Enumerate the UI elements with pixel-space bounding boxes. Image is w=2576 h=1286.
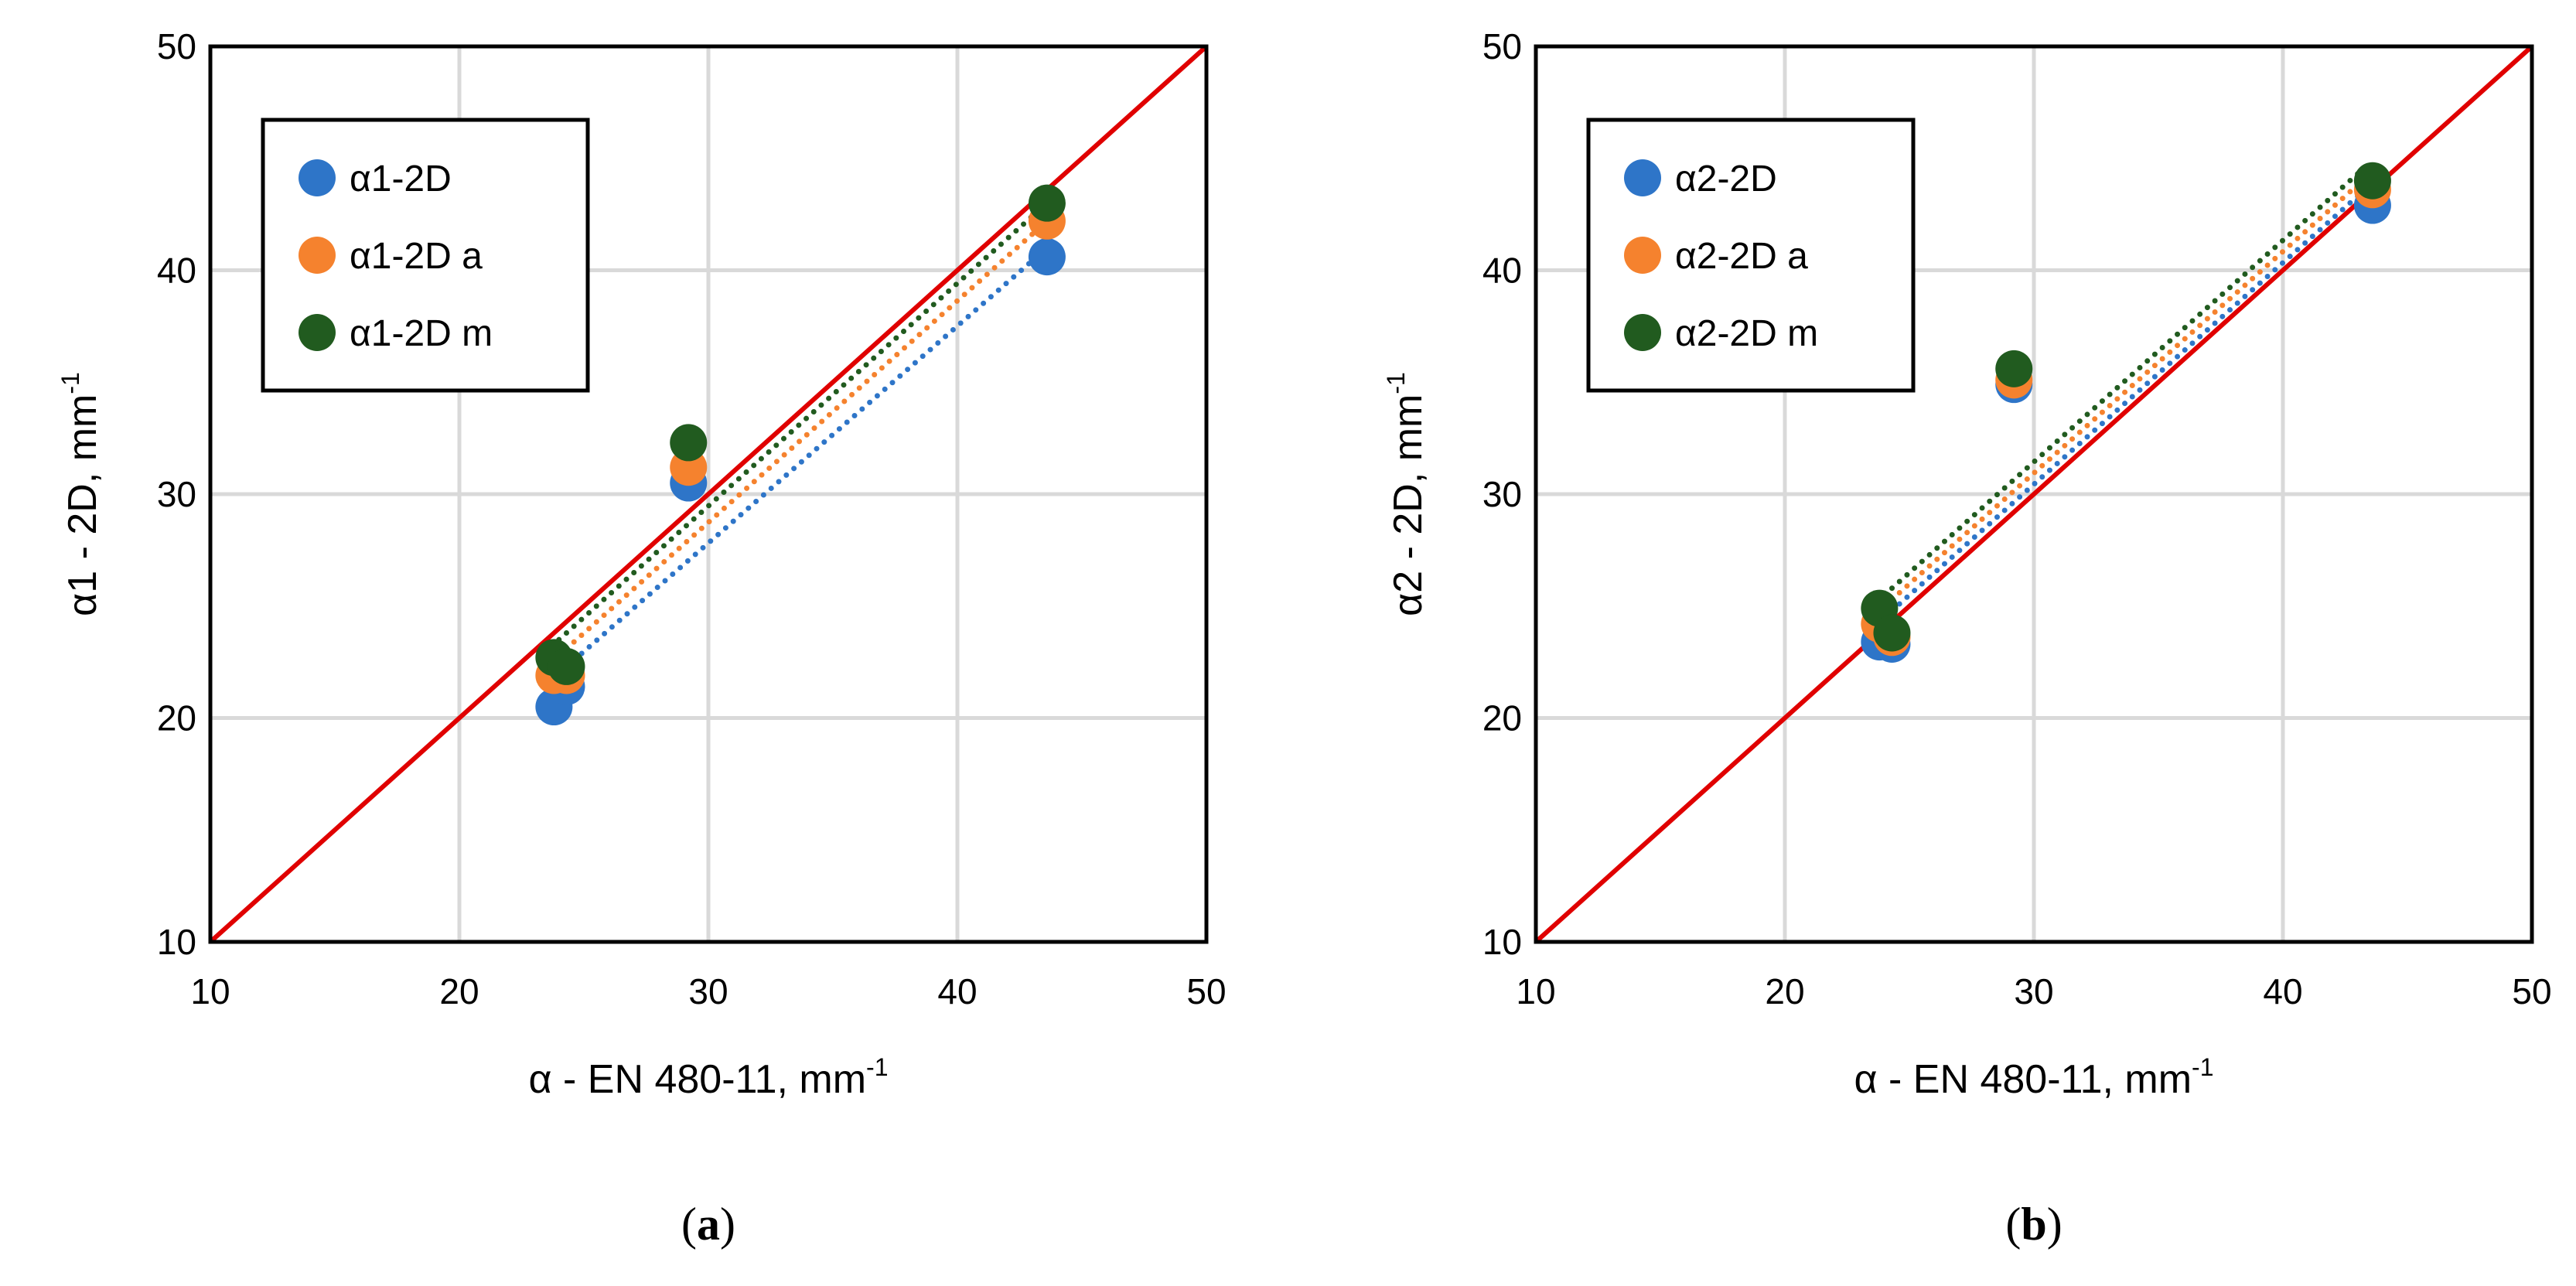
panel-b-y-tick-labels: 10 20 30 40 50 bbox=[1482, 26, 1522, 962]
panel-b-plot-frame bbox=[1534, 44, 2534, 944]
panel-b-y-tick-2: 30 bbox=[1482, 474, 1522, 514]
panel-a-legend: α1-2D α1-2D a α1-2D m bbox=[261, 118, 590, 393]
panel-b-point-s2-1 bbox=[1873, 614, 1911, 652]
panel-b-legend-marker-0 bbox=[1624, 159, 1661, 196]
panel-a-y-tick-2: 30 bbox=[157, 474, 196, 514]
panel-b-x-axis-title: α - EN 480-11, mm-1 bbox=[1854, 1053, 2214, 1102]
panel-b-y-axis-title-text: α2 - 2D, mm bbox=[1386, 394, 1431, 616]
panel-b-trendline-2 bbox=[1882, 158, 2376, 598]
panel-b-y-tick-4: 50 bbox=[1482, 26, 1522, 67]
panel-a-trendline-2 bbox=[556, 200, 1050, 643]
panel-a-y-axis-title-sup: -1 bbox=[56, 372, 84, 394]
panel-a-plot-frame bbox=[208, 44, 1209, 944]
panel-b-legend-label-1: α2-2D a bbox=[1675, 236, 1808, 277]
panel-b-point-s2-3 bbox=[2353, 162, 2391, 200]
panel-a-x-tick-2: 30 bbox=[688, 971, 728, 1011]
panel-b-x-tick-labels: 10 20 30 40 50 bbox=[1516, 971, 2551, 1011]
panel-a-x-axis-title: α - EN 480-11, mm-1 bbox=[529, 1053, 889, 1102]
panel-b-y-tick-0: 10 bbox=[1482, 922, 1522, 962]
panel-b-caption: (b) bbox=[2005, 1199, 2062, 1250]
panel-a-point-s2-2 bbox=[670, 424, 708, 462]
panel-b-x-axis-title-sup: -1 bbox=[2192, 1053, 2213, 1081]
panel-a-legend-label-1: α1-2D a bbox=[350, 236, 483, 277]
panel-a-trendline-0 bbox=[556, 245, 1050, 677]
panel-b-trendline-1 bbox=[1882, 169, 2376, 609]
panel-a-x-axis-title-sup: -1 bbox=[866, 1053, 888, 1081]
panel-b-x-tick-1: 20 bbox=[1765, 971, 1804, 1011]
panel-a-legend-marker-0 bbox=[299, 159, 336, 196]
panel-a-point-s2-1 bbox=[548, 647, 585, 685]
panel-a-x-tick-labels: 10 20 30 40 50 bbox=[190, 971, 1226, 1011]
panel-b-y-axis-title-sup: -1 bbox=[1382, 372, 1410, 394]
panel-b-caption-letter: b bbox=[2021, 1199, 2046, 1250]
panel-b-trendline-0 bbox=[1882, 180, 2376, 620]
panel-b-trendlines bbox=[1882, 158, 2376, 620]
panel-b-x-tick-2: 30 bbox=[2014, 971, 2053, 1011]
panel-a-y-axis-title-text: α1 - 2D, mm bbox=[60, 394, 105, 616]
panel-b-y-tick-1: 20 bbox=[1482, 698, 1522, 739]
panel-b-y-tick-3: 40 bbox=[1482, 251, 1522, 291]
panel-b-x-tick-3: 40 bbox=[2263, 971, 2302, 1011]
panel-b-legend-label-2: α2-2D m bbox=[1675, 313, 1818, 354]
panel-a-x-axis-title-text: α - EN 480-11, mm bbox=[529, 1057, 867, 1102]
panel-a-x-tick-1: 20 bbox=[439, 971, 479, 1011]
panel-a-point-s2-3 bbox=[1028, 184, 1066, 222]
panel-a-points bbox=[535, 184, 1066, 726]
panel-a-y-tick-0: 10 bbox=[157, 922, 196, 962]
panel-a-y-tick-labels: 10 20 30 40 50 bbox=[157, 26, 196, 962]
panel-a-x-tick-4: 50 bbox=[1186, 971, 1226, 1011]
panel-b-points bbox=[1861, 162, 2391, 663]
panel-b-legend-marker-1 bbox=[1624, 237, 1661, 274]
panel-a-point-s0-3 bbox=[1028, 238, 1066, 276]
panel-b-x-tick-4: 50 bbox=[2512, 971, 2551, 1011]
panel-a-y-tick-1: 20 bbox=[157, 698, 196, 739]
panel-a-y-axis-title: α1 - 2D, mm-1 bbox=[56, 372, 105, 616]
panel-b-y-axis-title: α2 - 2D, mm-1 bbox=[1382, 372, 1431, 616]
panel-a-legend-marker-1 bbox=[299, 237, 336, 274]
panel-a-x-tick-3: 40 bbox=[937, 971, 977, 1011]
panel-a-x-tick-0: 10 bbox=[190, 971, 230, 1011]
panel-a-caption: (a) bbox=[681, 1199, 735, 1250]
panel-b-x-axis-title-text: α - EN 480-11, mm bbox=[1854, 1057, 2192, 1102]
panel-a-legend-marker-2 bbox=[299, 314, 336, 351]
panel-b-legend-marker-2 bbox=[1624, 314, 1661, 351]
panel-a-trendlines bbox=[556, 200, 1050, 677]
panel-b-legend-label-0: α2-2D bbox=[1675, 159, 1777, 200]
panel-b-legend: α2-2D α2-2D a α2-2D m bbox=[1586, 118, 1916, 393]
panel-b-x-tick-0: 10 bbox=[1516, 971, 1555, 1011]
panel-b-point-s2-2 bbox=[1995, 350, 2033, 387]
panel-a-legend-label-2: α1-2D m bbox=[350, 313, 493, 354]
panel-a-caption-letter: a bbox=[697, 1199, 720, 1250]
panel-a-y-tick-3: 40 bbox=[157, 251, 196, 291]
panel-a-legend-label-0: α1-2D bbox=[350, 159, 452, 200]
panel-a-trendline-1 bbox=[556, 218, 1050, 658]
panel-a-y-tick-4: 50 bbox=[157, 26, 196, 67]
